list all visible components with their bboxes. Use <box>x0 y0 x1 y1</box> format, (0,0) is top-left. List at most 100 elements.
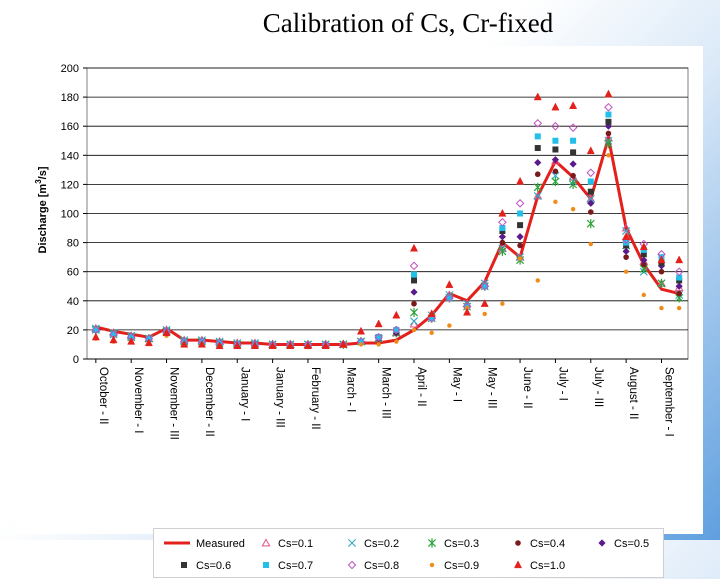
data-point <box>570 137 577 144</box>
x-tick-label: June - II <box>521 367 533 409</box>
data-point <box>674 267 684 277</box>
data-point <box>409 261 419 271</box>
x-tick-label: March - III <box>380 367 392 419</box>
data-point <box>374 332 383 342</box>
legend-swatch <box>181 562 187 568</box>
data-point <box>570 172 576 179</box>
x-tick-label: October - II <box>97 367 109 425</box>
data-point <box>499 239 506 246</box>
chart-legend: Measured Cs=0.1 Cs=0.2 Cs=0.3 Cs=0.4 Cs=0.5 Cs… <box>153 528 664 578</box>
data-point <box>657 278 666 288</box>
x-tick-label: May - I <box>450 367 462 402</box>
data-point <box>144 338 153 347</box>
data-point <box>676 290 682 297</box>
data-point <box>676 274 683 281</box>
legend-swatch <box>515 540 521 546</box>
data-point <box>357 338 364 345</box>
data-point <box>498 217 507 227</box>
y-axis-label-sup: 3 <box>34 179 43 184</box>
data-point <box>623 254 629 260</box>
data-point <box>586 194 595 203</box>
data-point <box>622 247 630 255</box>
data-point <box>411 277 418 284</box>
legend-swatch <box>429 562 435 568</box>
data-point <box>374 319 383 328</box>
data-point <box>551 121 560 131</box>
data-point <box>676 305 682 311</box>
data-point <box>551 176 560 187</box>
data-point <box>641 292 647 298</box>
data-point <box>551 102 560 111</box>
data-point <box>517 256 523 261</box>
data-point <box>551 171 560 180</box>
data-point <box>586 219 595 229</box>
data-point <box>427 309 436 318</box>
x-tick-label: September - I <box>662 367 674 437</box>
data-point <box>622 226 631 235</box>
data-point <box>392 325 401 335</box>
data-point <box>534 145 541 152</box>
data-point <box>553 199 558 205</box>
data-point <box>534 133 541 140</box>
data-point <box>480 299 489 307</box>
data-point <box>250 341 259 350</box>
data-point <box>569 179 578 189</box>
series-cs-0-8 <box>91 102 684 349</box>
x-tick-label: March - I <box>344 367 356 412</box>
data-point <box>623 269 629 274</box>
data-point <box>321 341 330 350</box>
data-point <box>587 199 595 207</box>
data-point <box>552 146 559 153</box>
data-point <box>657 255 666 264</box>
y-tick-label: 200 <box>61 63 79 75</box>
data-point <box>517 242 523 249</box>
data-point <box>606 153 611 158</box>
data-point <box>604 139 613 149</box>
data-point <box>428 315 435 322</box>
data-point <box>410 288 418 296</box>
data-point <box>339 339 348 348</box>
data-point <box>587 178 594 185</box>
y-tick-label: 100 <box>61 209 79 221</box>
legend-label: Cs=0.7 <box>278 560 313 572</box>
data-point <box>411 300 417 307</box>
data-point <box>534 171 541 178</box>
x-tick-label: July - I <box>556 367 568 401</box>
slide-title: Calibration of Cs, Cr-fixed <box>262 8 554 38</box>
data-point <box>587 209 594 215</box>
data-point <box>162 328 171 336</box>
data-point <box>533 182 542 192</box>
y-axis-label: Discharge [m3/s] <box>34 166 49 253</box>
data-point <box>180 339 189 348</box>
data-point <box>197 339 206 348</box>
data-point <box>533 92 542 101</box>
y-tick-label: 120 <box>61 179 79 191</box>
x-tick-label: May - III <box>486 367 498 409</box>
data-point <box>533 191 543 200</box>
data-point <box>605 118 612 125</box>
data-point <box>570 149 577 156</box>
legend-swatch <box>347 560 357 570</box>
data-point <box>605 130 612 137</box>
legend-swatch <box>513 560 523 569</box>
data-point <box>392 310 401 319</box>
data-point <box>427 313 436 323</box>
data-point <box>482 311 487 317</box>
x-tick-label: January - III <box>274 367 286 428</box>
legend-item: Cs=0.9 <box>429 560 479 572</box>
legend-label: Cs=0.6 <box>196 560 231 572</box>
data-point <box>516 233 524 241</box>
data-point <box>110 331 117 338</box>
data-point <box>356 326 365 335</box>
legend-item: Cs=0.8 <box>347 560 399 572</box>
chart-panel: 0 20 40 60 80 100 120 140 160 180 200 October - II N… <box>17 46 703 578</box>
data-point <box>445 280 454 288</box>
data-point <box>515 199 525 208</box>
data-point <box>358 342 364 347</box>
data-point <box>604 89 613 98</box>
data-point <box>639 242 648 251</box>
data-point <box>658 268 665 275</box>
data-point <box>498 233 506 241</box>
data-point <box>498 246 507 256</box>
x-tick-label: January - I <box>238 367 250 421</box>
